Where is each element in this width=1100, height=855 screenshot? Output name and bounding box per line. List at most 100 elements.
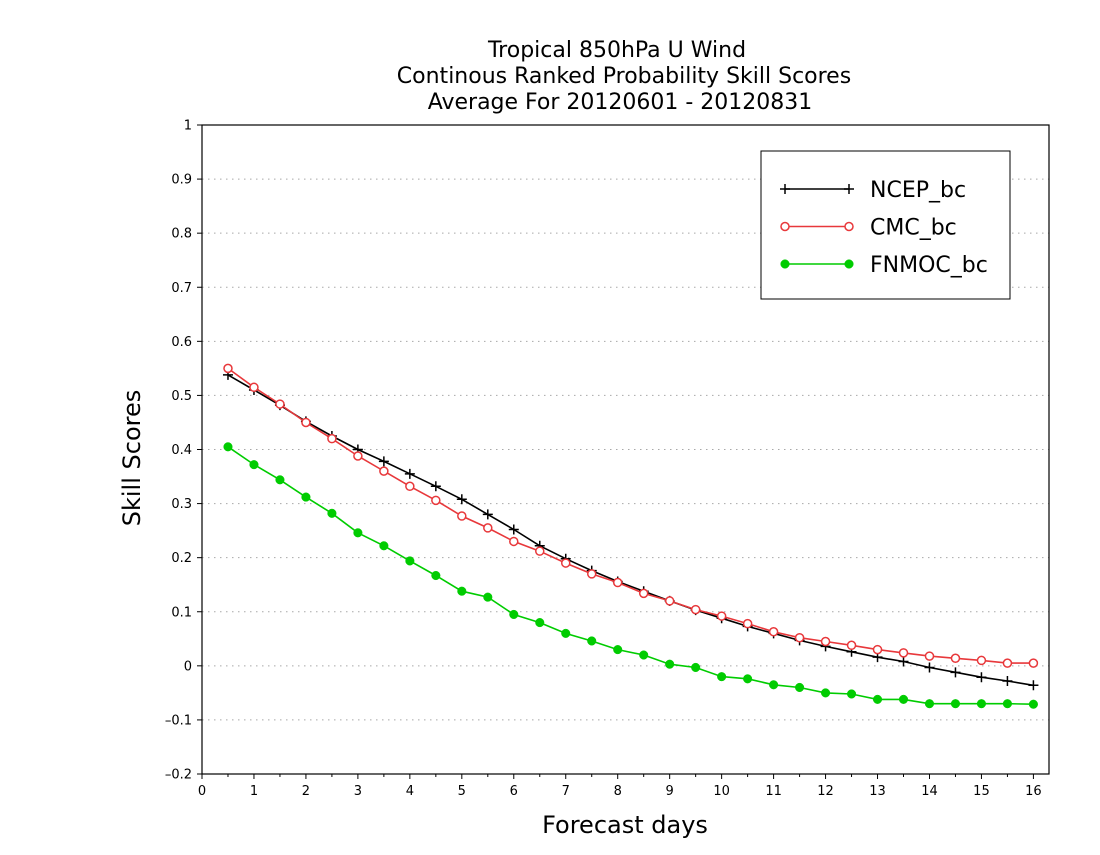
x-tick-label: 11 <box>765 784 782 799</box>
data-point-ncep-bc <box>950 667 961 678</box>
series-layer <box>222 363 1039 709</box>
data-point-cmc-bc <box>379 466 389 476</box>
data-point-fnmoc-bc <box>405 556 415 566</box>
axes: –0.2–0.100.10.20.30.40.50.60.70.80.910 1 2… <box>165 119 1050 799</box>
data-point-cmc-bc <box>405 481 415 492</box>
data-point-cmc-bc <box>249 382 259 393</box>
data-point-cmc-bc <box>690 604 701 615</box>
series-fnmoc-bc <box>223 442 1038 709</box>
legend-marker-fnmoc-bc <box>780 259 790 269</box>
x-axis-label: Forecast days <box>542 811 708 839</box>
title-line-1: Tropical 850hPa U Wind <box>487 38 746 63</box>
data-point-fnmoc-bc <box>275 475 285 485</box>
legend-label-cmc-bc: CMC_bc <box>870 216 957 241</box>
y-tick-label: 0.3 <box>171 497 192 512</box>
series-line-ncep-bc <box>227 374 1034 687</box>
data-point-fnmoc-bc <box>301 492 311 502</box>
data-point-cmc-bc <box>664 596 675 606</box>
data-point-fnmoc-bc <box>379 541 389 551</box>
data-point-cmc-bc <box>457 511 467 521</box>
data-point-cmc-bc <box>301 417 311 428</box>
data-point-fnmoc-bc <box>924 699 935 709</box>
y-tick-label: 1 <box>184 119 192 134</box>
x-tick-label: 10 <box>713 784 730 799</box>
data-point-cmc-bc <box>898 648 909 658</box>
data-point-fnmoc-bc <box>950 699 961 709</box>
data-point-fnmoc-bc <box>1028 699 1038 709</box>
data-point-fnmoc-bc <box>743 674 753 684</box>
data-point-fnmoc-bc <box>717 672 727 682</box>
data-point-fnmoc-bc <box>353 528 363 538</box>
y-tick-label: 0.7 <box>171 281 192 296</box>
x-tick-label: 15 <box>973 784 990 799</box>
legend-marker-ncep-bc <box>780 184 790 194</box>
data-point-cmc-bc <box>820 636 831 647</box>
y-tick-label: –0.1 <box>165 713 192 728</box>
y-tick-label: 0.6 <box>171 335 192 350</box>
x-tick-label: 1 <box>250 784 258 799</box>
data-point-fnmoc-bc <box>821 688 831 698</box>
x-tick-label: 0 <box>198 784 206 799</box>
data-point-fnmoc-bc <box>976 699 986 709</box>
x-tick-label: 16 <box>1025 784 1042 799</box>
y-tick-label: –0.2 <box>165 768 192 783</box>
data-point-cmc-bc <box>638 588 649 599</box>
data-point-fnmoc-bc <box>846 689 857 699</box>
data-point-fnmoc-bc <box>587 636 597 646</box>
data-point-cmc-bc <box>1028 658 1039 668</box>
title-line-3: Average For 20120601 - 20120831 <box>428 90 813 115</box>
x-tick-label: 13 <box>869 784 886 799</box>
data-point-cmc-bc <box>327 433 337 444</box>
data-point-fnmoc-bc <box>483 592 493 602</box>
data-point-fnmoc-bc <box>665 659 675 669</box>
x-tick-label: 14 <box>921 784 938 799</box>
legend-marker-fnmoc-bc <box>844 259 854 269</box>
series-cmc-bc <box>223 363 1039 668</box>
data-point-cmc-bc <box>768 627 779 637</box>
data-point-ncep-bc <box>404 468 415 479</box>
data-point-cmc-bc <box>976 655 987 666</box>
series-line-fnmoc-bc <box>227 446 1034 705</box>
legend-label-fnmoc-bc: FNMOC_bc <box>870 253 988 278</box>
y-tick-label: 0.1 <box>171 605 192 620</box>
data-point-fnmoc-bc <box>249 460 259 470</box>
x-tick-label: 12 <box>817 784 834 799</box>
data-point-fnmoc-bc <box>1002 699 1012 709</box>
data-point-cmc-bc <box>612 577 623 588</box>
data-point-ncep-bc <box>430 481 441 492</box>
legend-entry-cmc-bc: CMC_bc <box>780 216 957 241</box>
data-point-cmc-bc <box>846 640 857 651</box>
legend-marker-cmc-bc <box>844 221 854 232</box>
data-point-fnmoc-bc <box>795 682 805 693</box>
y-tick-label: 0.2 <box>171 551 192 566</box>
title-line-2: Continous Ranked Probability Skill Score… <box>397 64 851 89</box>
data-point-ncep-bc <box>976 672 987 683</box>
legend-marker-cmc-bc <box>780 221 790 232</box>
data-point-fnmoc-bc <box>613 645 623 655</box>
data-point-cmc-bc <box>794 632 805 643</box>
data-point-ncep-bc <box>378 456 389 467</box>
data-point-fnmoc-bc <box>898 694 909 704</box>
data-point-cmc-bc <box>716 611 727 621</box>
data-point-fnmoc-bc <box>535 618 545 628</box>
data-point-fnmoc-bc <box>769 680 779 690</box>
x-tick-label: 2 <box>302 784 310 799</box>
legend-label-ncep-bc: NCEP_bc <box>870 178 966 203</box>
data-point-fnmoc-bc <box>457 586 467 596</box>
legend: NCEP_bc CMC_bc FNMOC_bc <box>760 150 1011 300</box>
data-point-fnmoc-bc <box>509 609 519 620</box>
x-tick-label: 8 <box>614 784 622 799</box>
y-axis-label: Skill Scores <box>118 390 146 527</box>
x-tick-label: 9 <box>666 784 674 799</box>
data-point-ncep-bc <box>1028 680 1039 691</box>
x-tick-label: 6 <box>510 784 518 799</box>
data-point-cmc-bc <box>950 653 961 664</box>
data-point-fnmoc-bc <box>691 662 701 673</box>
data-point-fnmoc-bc <box>872 694 883 704</box>
data-point-ncep-bc <box>482 509 493 520</box>
y-tick-label: 0.4 <box>171 443 192 458</box>
data-point-cmc-bc <box>275 399 285 409</box>
data-point-cmc-bc <box>872 644 883 655</box>
